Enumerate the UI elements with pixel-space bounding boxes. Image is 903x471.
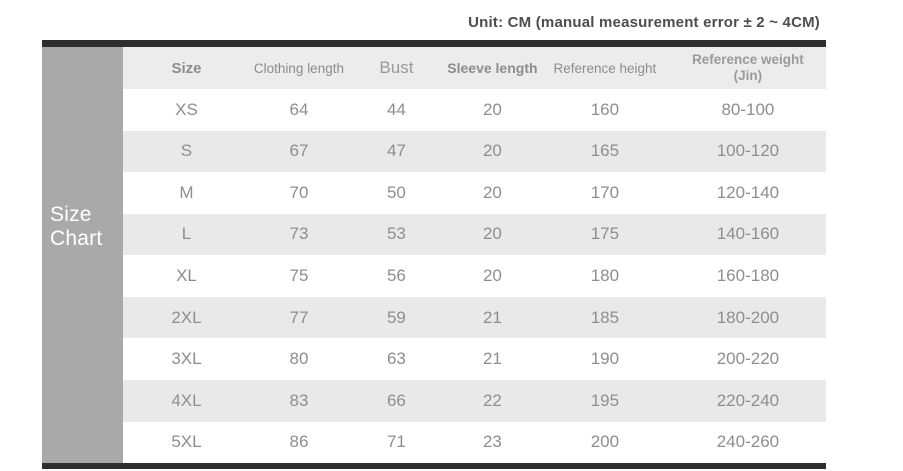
cell-sleeve-length: 20 [482,99,502,119]
cell-size: 2XL [171,307,202,327]
unit-note: Unit: CM (manual measurement error ± 2 ~… [468,14,820,31]
side-label-line2: Chart [50,227,103,250]
table-row-xl: XL 75 56 20 180 160-180 [123,255,826,297]
size-grid: Size Clothing length Bust Sleeve length … [123,47,826,464]
cell-sleeve-length: 20 [482,141,502,161]
table-row-m: M 70 50 20 170 120-140 [123,172,826,214]
cell-reference-weight: 200-220 [716,349,780,369]
side-label-line1: Size [50,203,92,227]
header-row: Size Clothing length Bust Sleeve length … [123,47,826,89]
header-reference-height: Reference height [553,60,657,76]
cell-size: M [179,182,194,202]
cell-clothing-length: 86 [289,432,309,452]
cell-clothing-length: 67 [289,141,309,161]
cell-reference-height: 165 [590,141,620,161]
cell-reference-height: 160 [590,99,620,119]
table-row-xs: XS 64 44 20 160 80-100 [123,89,826,131]
bottom-border-bar [42,463,826,469]
cell-sleeve-length: 21 [482,307,502,327]
header-reference-weight-text: Reference weight (Jin) [692,52,804,83]
cell-reference-height: 200 [590,432,620,452]
cell-size: S [180,141,193,161]
cell-size: 5XL [171,432,202,452]
cell-reference-weight: 220-240 [716,390,780,410]
cell-sleeve-length: 22 [482,390,502,410]
cell-clothing-length: 64 [289,99,309,119]
cell-size: XS [175,99,198,119]
table-row-4xl: 4XL 83 66 22 195 220-240 [123,379,826,422]
cell-reference-height: 195 [590,390,620,410]
cell-clothing-length: 83 [289,390,309,410]
cell-sleeve-length: 23 [482,432,502,452]
cell-bust: 59 [386,307,406,327]
cell-bust: 53 [386,224,406,244]
header-bust: Bust [379,58,414,77]
cell-clothing-length: 70 [289,182,309,202]
cell-reference-weight: 240-260 [716,432,780,452]
cell-reference-height: 180 [590,266,620,286]
top-border-bar [42,40,826,47]
cell-clothing-length: 80 [289,349,309,369]
cell-clothing-length: 73 [289,224,309,244]
cell-sleeve-length: 20 [482,182,502,202]
table-row-3xl: 3XL 80 63 21 190 200-220 [123,338,826,380]
cell-clothing-length: 75 [289,266,309,286]
cell-reference-weight: 180-200 [716,307,780,327]
cell-bust: 63 [386,349,406,369]
cell-bust: 71 [386,432,406,452]
cell-reference-weight: 160-180 [716,266,780,286]
cell-size: L [181,224,192,244]
cell-sleeve-length: 21 [482,349,502,369]
cell-sleeve-length: 20 [482,224,502,244]
table-body: Size Chart Size Clothing length Bust Sle… [42,47,826,464]
cell-reference-height: 175 [590,224,620,244]
header-reference-weight: Reference weight (Jin) [670,52,826,83]
cell-reference-height: 185 [590,307,620,327]
header-size: Size [171,59,202,77]
cell-size: XL [176,266,197,286]
cell-reference-weight: 80-100 [721,99,775,119]
cell-sleeve-length: 20 [482,266,502,286]
cell-bust: 66 [386,390,406,410]
cell-size: 4XL [171,390,202,410]
cell-bust: 44 [386,99,406,119]
table-row-l: L 73 53 20 175 140-160 [123,213,826,256]
cell-reference-weight: 100-120 [716,141,780,161]
cell-bust: 50 [386,182,406,202]
cell-clothing-length: 77 [289,307,309,327]
cell-reference-weight: 140-160 [716,224,780,244]
cell-reference-height: 170 [590,182,620,202]
table-row-s: S 67 47 20 165 100-120 [123,130,826,173]
header-clothing-length: Clothing length [253,60,344,76]
cell-reference-weight: 120-140 [716,182,780,202]
cell-reference-height: 190 [590,349,620,369]
cell-size: 3XL [171,349,202,369]
size-chart-table: Size Chart Size Clothing length Bust Sle… [42,40,826,469]
header-sleeve-length: Sleeve length [447,60,538,76]
side-chart-label: Size Chart [42,47,123,463]
table-row-5xl: 5XL 86 71 23 200 240-260 [123,421,826,464]
cell-bust: 56 [386,266,406,286]
table-row-2xl: 2XL 77 59 21 185 180-200 [123,296,826,339]
cell-bust: 47 [386,141,406,161]
